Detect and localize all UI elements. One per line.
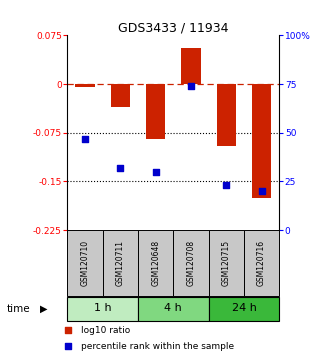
Bar bbox=[138, 297, 209, 321]
Point bbox=[188, 83, 194, 89]
Bar bbox=[75, 84, 95, 87]
Bar bbox=[181, 48, 201, 84]
Text: GSM120708: GSM120708 bbox=[187, 240, 195, 286]
Bar bbox=[103, 230, 138, 296]
Bar bbox=[209, 297, 279, 321]
Point bbox=[66, 343, 71, 349]
Bar bbox=[217, 84, 236, 146]
Point bbox=[118, 165, 123, 171]
Bar bbox=[138, 230, 173, 296]
Text: GSM120648: GSM120648 bbox=[151, 240, 160, 286]
Bar bbox=[67, 297, 138, 321]
Bar bbox=[67, 230, 103, 296]
Text: 4 h: 4 h bbox=[164, 303, 182, 313]
Point bbox=[82, 136, 88, 142]
Bar bbox=[111, 84, 130, 107]
Text: 1 h: 1 h bbox=[94, 303, 111, 313]
Text: time: time bbox=[6, 304, 30, 314]
Text: GSM120716: GSM120716 bbox=[257, 240, 266, 286]
Text: GSM120711: GSM120711 bbox=[116, 240, 125, 286]
Text: log10 ratio: log10 ratio bbox=[81, 326, 130, 335]
Point bbox=[224, 183, 229, 188]
Point bbox=[66, 327, 71, 333]
Point bbox=[259, 188, 264, 194]
Title: GDS3433 / 11934: GDS3433 / 11934 bbox=[118, 21, 229, 34]
Text: 24 h: 24 h bbox=[231, 303, 256, 313]
Text: GSM120715: GSM120715 bbox=[222, 240, 231, 286]
Point bbox=[153, 169, 158, 175]
Bar bbox=[146, 84, 165, 139]
Text: GSM120710: GSM120710 bbox=[81, 240, 90, 286]
Bar bbox=[252, 84, 271, 198]
Bar bbox=[173, 230, 209, 296]
Bar bbox=[244, 230, 279, 296]
Text: ▶: ▶ bbox=[40, 304, 48, 314]
Text: percentile rank within the sample: percentile rank within the sample bbox=[81, 342, 234, 350]
Bar bbox=[209, 230, 244, 296]
